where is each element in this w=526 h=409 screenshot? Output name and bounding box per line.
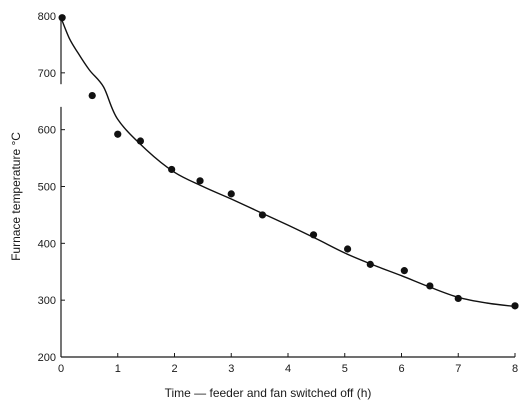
axes (60, 16, 515, 358)
x-tick-label: 6 (398, 363, 404, 375)
y-tick-label: 500 (38, 182, 56, 194)
data-point (258, 211, 267, 219)
x-ticks: 0 1 2 3 4 5 6 7 8 (58, 353, 518, 375)
x-tick-label: 8 (512, 363, 518, 375)
x-axis-label: Time — feeder and fan switched off (h) (165, 386, 372, 400)
fitted-curve (60, 17, 516, 308)
x-tick-label: 3 (228, 363, 234, 375)
data-point (366, 260, 374, 268)
data-point (114, 130, 122, 138)
data-point (426, 282, 434, 290)
data-points (58, 14, 519, 310)
data-point (88, 91, 96, 100)
y-tick-label: 800 (38, 11, 56, 23)
y-tick-label: 300 (38, 295, 56, 307)
y-ticks: 200 300 400 500 600 700 800 (38, 11, 65, 364)
x-tick-label: 7 (455, 363, 461, 375)
x-tick-label: 5 (342, 363, 348, 375)
x-tick-label: 0 (58, 363, 64, 375)
y-tick-label: 200 (38, 352, 56, 364)
x-tick-label: 4 (285, 363, 291, 375)
x-tick-label: 2 (171, 363, 177, 375)
y-axis-label: Furnace temperature °C (9, 132, 23, 261)
x-tick-label: 1 (115, 363, 121, 375)
data-point (136, 137, 145, 145)
y-tick-label: 700 (38, 68, 56, 80)
y-tick-label: 400 (38, 238, 56, 250)
y-tick-label: 600 (38, 125, 56, 137)
data-point (196, 177, 204, 185)
data-point (309, 231, 318, 239)
data-point (58, 14, 66, 22)
data-point (511, 302, 519, 310)
data-point (343, 245, 352, 253)
data-point (168, 165, 176, 174)
data-point (400, 267, 408, 275)
data-point (227, 190, 235, 198)
data-point (454, 294, 462, 303)
